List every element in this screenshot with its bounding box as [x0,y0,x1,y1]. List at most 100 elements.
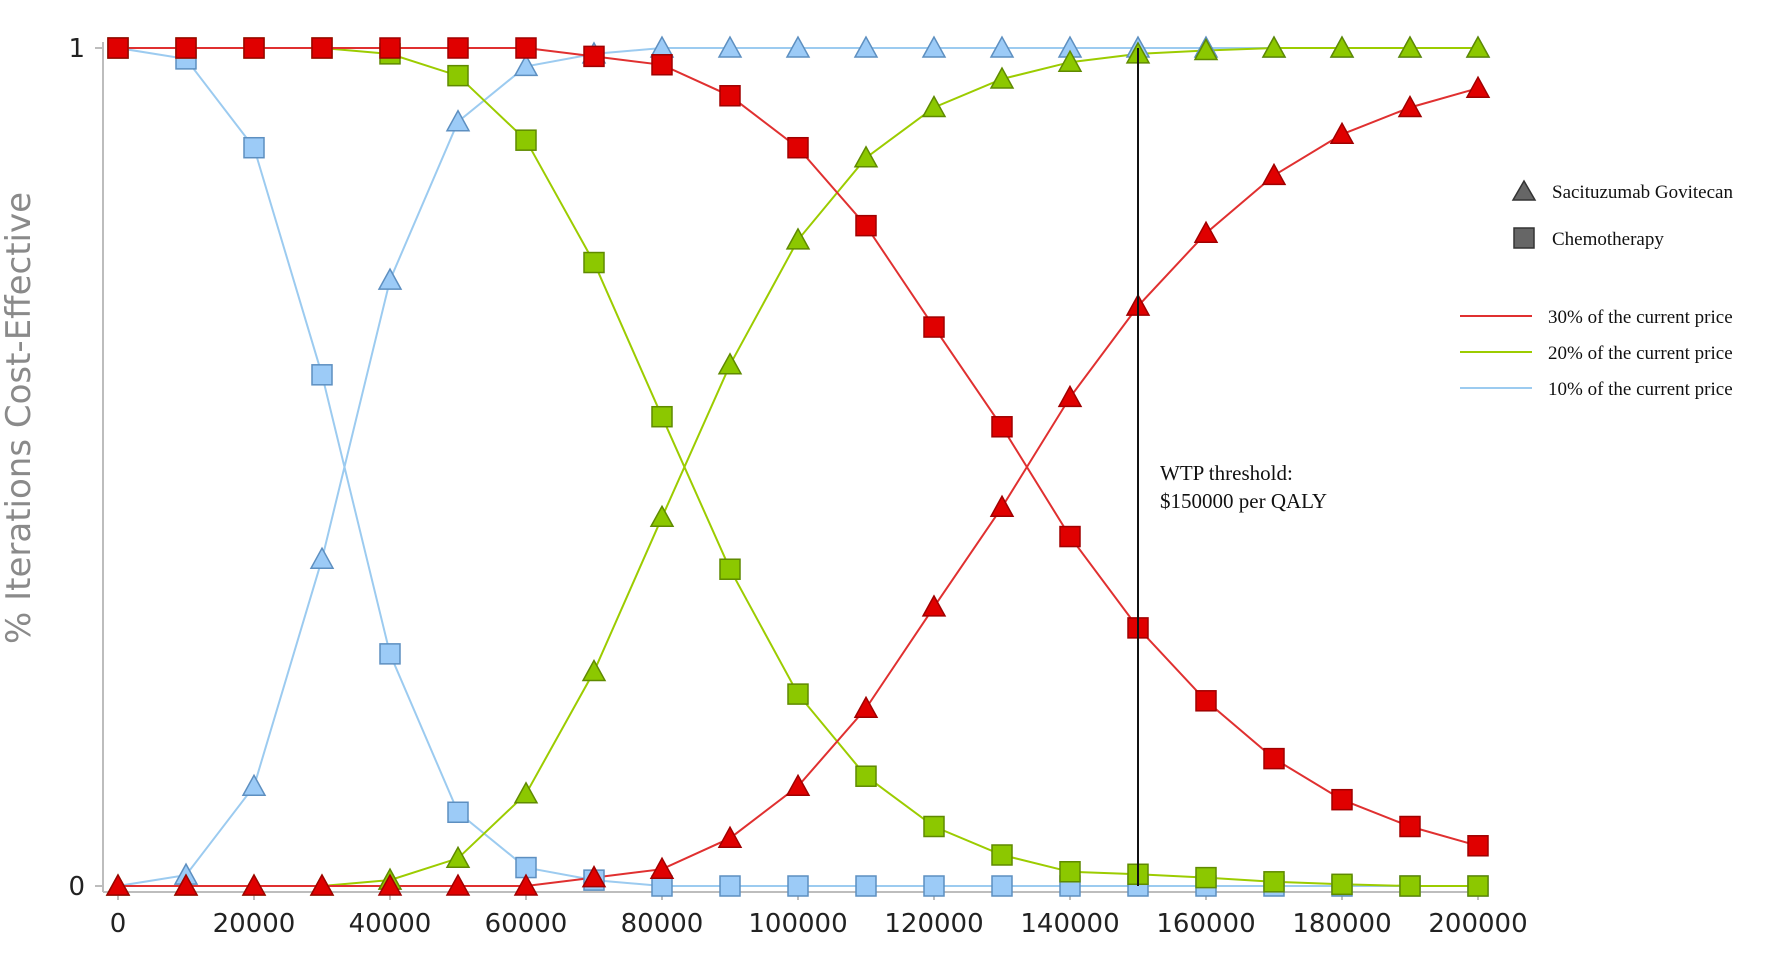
point-square-20pct [515,129,537,151]
point-square-10pct [787,875,809,897]
x-tick-label: 140000 [1020,909,1119,939]
legend-label-30pct: 30% of the current price [1548,307,1733,328]
point-square-10pct [719,875,741,897]
x-tick-label: 180000 [1292,909,1391,939]
x-tick-label: 40000 [349,909,432,939]
x-tick-label: 20000 [213,909,296,939]
x-axis-ticks: 0 20000 40000 60000 80000 100000 120000 140000 1… [110,892,1528,939]
point-triangle-30pct [105,873,131,896]
x-tick-label: 120000 [884,909,983,939]
point-triangle-30pct [1397,94,1423,118]
legend: Sacituzumab Govitecan Chemotherapy 30% o… [1460,179,1733,400]
point-triangle-30pct [309,873,335,896]
point-triangle-10pct [241,773,267,797]
point-square-20pct [855,765,877,787]
point-square-20pct [1195,866,1217,889]
point-triangle-10pct [513,53,539,77]
point-triangle-10pct [921,35,947,58]
point-square-20pct [1331,873,1353,896]
x-tick-label: 160000 [1156,909,1255,939]
point-square-10pct [855,875,877,897]
point-square-20pct [1263,871,1285,893]
point-triangle-10pct [717,35,743,58]
point-square-30pct [651,54,673,76]
point-square-30pct [1467,835,1489,857]
point-square-20pct [719,558,741,580]
point-triangle-20pct [1261,35,1287,58]
point-triangle-20pct [1193,37,1219,61]
legend-label-20pct: 20% of the current price [1548,343,1733,364]
x-tick-label: 60000 [485,909,568,939]
point-triangle-20pct [921,94,947,118]
point-triangle-30pct [377,873,403,896]
legend-label-10pct: 10% of the current price [1548,379,1733,400]
point-triangle-20pct [1329,35,1355,58]
point-triangle-20pct [717,352,743,375]
point-square-30pct [243,37,265,59]
point-square-10pct [991,875,1013,897]
point-square-20pct [447,64,469,87]
point-square-10pct [379,643,401,665]
point-triangle-10pct [989,35,1015,58]
point-square-10pct [923,875,945,897]
point-triangle-30pct [717,825,743,848]
point-square-30pct [719,85,741,107]
point-triangle-20pct [853,145,879,168]
point-square-20pct [651,405,673,428]
point-triangle-20pct [785,227,811,250]
point-triangle-20pct [1465,35,1491,58]
point-triangle-30pct [1465,75,1491,98]
point-triangle-10pct [377,267,403,290]
point-square-20pct [1059,861,1081,883]
point-square-10pct [447,801,469,824]
point-triangle-20pct [513,781,539,804]
point-square-30pct [175,37,197,59]
point-square-30pct [1195,690,1217,712]
point-triangle-30pct [989,494,1015,517]
point-square-30pct [787,136,809,159]
x-tick-label: 200000 [1428,909,1527,939]
point-square-10pct [651,875,673,897]
point-triangle-30pct [649,856,675,879]
point-triangle-20pct [1397,35,1423,58]
legend-label-chemotherapy: Chemotherapy [1552,229,1664,250]
point-square-30pct [447,37,469,59]
point-square-10pct [311,364,333,386]
point-square-20pct [1399,875,1421,897]
wtp-threshold-value: $150000 per QALY [1160,489,1327,513]
y-axis-ticks: 01 [68,34,103,902]
point-triangle-30pct [853,695,879,719]
y-tick-label: 0 [68,872,85,902]
point-triangle-30pct [241,873,267,896]
point-square-30pct [1059,525,1081,548]
point-square-30pct [1399,815,1421,838]
y-tick-label: 1 [68,34,85,64]
point-square-30pct [107,37,129,59]
x-tick-label: 80000 [621,909,704,939]
point-square-30pct [515,37,537,59]
point-triangle-30pct [1261,162,1287,186]
point-triangle-30pct [1057,384,1083,408]
point-triangle-10pct [853,35,879,58]
point-square-20pct [787,683,809,705]
legend-square-marker [1513,227,1535,249]
point-square-20pct [991,844,1013,866]
point-triangle-30pct [513,873,539,896]
point-triangle-30pct [173,873,199,896]
point-square-30pct [1331,788,1353,811]
point-square-20pct [583,251,605,274]
point-square-30pct [1263,747,1285,770]
x-tick-label: 100000 [748,909,847,939]
point-square-30pct [583,45,605,68]
point-triangle-20pct [1057,49,1083,72]
point-square-10pct [243,136,265,159]
point-triangle-20pct [581,658,607,682]
point-triangle-30pct [1329,121,1355,145]
point-square-20pct [1467,875,1489,897]
point-triangle-20pct [989,66,1015,89]
legend-triangle-marker [1511,179,1537,201]
point-square-20pct [923,815,945,838]
series-layer [105,35,1491,897]
point-triangle-10pct [785,35,811,58]
